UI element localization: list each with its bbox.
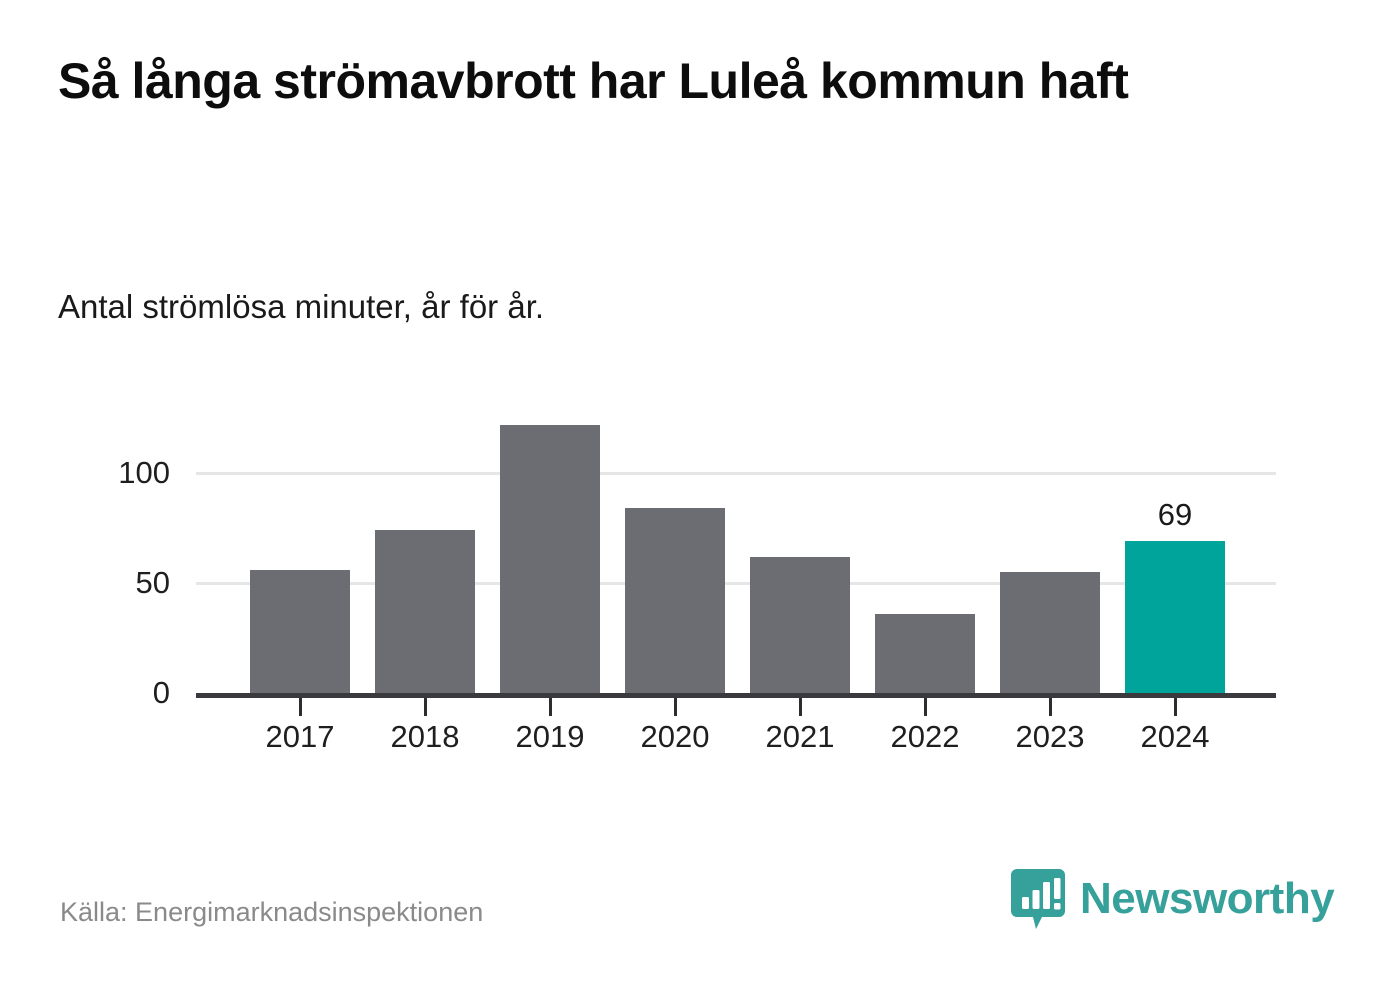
y-axis-tick-label: 50	[135, 565, 170, 600]
x-axis-label-2021: 2021	[765, 719, 835, 754]
x-axis-label-2022: 2022	[890, 719, 960, 754]
x-axis-tick	[423, 698, 427, 716]
bar-2020[interactable]	[625, 508, 725, 693]
bar-2017[interactable]	[250, 569, 350, 693]
x-axis-tick	[673, 698, 677, 716]
bar-2022[interactable]	[875, 613, 975, 693]
bar-2024[interactable]	[1125, 541, 1225, 693]
chart-bubble-icon	[1011, 869, 1065, 929]
header: Så långa strömavbrott har Luleå kommun h…	[58, 52, 1318, 110]
gridline-50	[196, 582, 1276, 585]
x-axis-tick	[548, 698, 552, 716]
x-axis-tick	[1048, 698, 1052, 716]
gridline-100	[196, 472, 1276, 475]
bar-2023[interactable]	[1000, 572, 1100, 693]
x-axis-tick	[923, 698, 927, 716]
bar-2021[interactable]	[750, 556, 850, 693]
x-axis-label-2019: 2019	[515, 719, 585, 754]
chart-subtitle: Antal strömlösa minuter, år för år.	[58, 288, 545, 325]
x-axis-tick	[798, 698, 802, 716]
x-axis-label-2018: 2018	[390, 719, 460, 754]
bar-2018[interactable]	[375, 530, 475, 693]
x-axis-tick	[298, 698, 302, 716]
y-axis-tick-label: 100	[118, 455, 170, 490]
x-axis-label-2020: 2020	[640, 719, 710, 754]
x-axis-line	[196, 693, 1276, 698]
bar-2019[interactable]	[500, 424, 600, 693]
newsworthy-logo[interactable]: Newsworthy	[1010, 868, 1335, 930]
source-note: Källa: Energimarknadsinspektionen	[60, 897, 484, 927]
y-axis-tick-label: 0	[152, 675, 170, 710]
x-axis-label-2023: 2023	[1015, 719, 1085, 754]
bar-value-label-2024: 69	[1157, 497, 1193, 533]
page-title: Så långa strömavbrott har Luleå kommun h…	[58, 53, 1129, 109]
x-axis-tick	[1173, 698, 1177, 716]
logo-wordmark: Newsworthy	[1080, 874, 1335, 923]
x-axis-label-2017: 2017	[265, 719, 335, 754]
x-axis-label-2024: 2024	[1140, 719, 1210, 754]
